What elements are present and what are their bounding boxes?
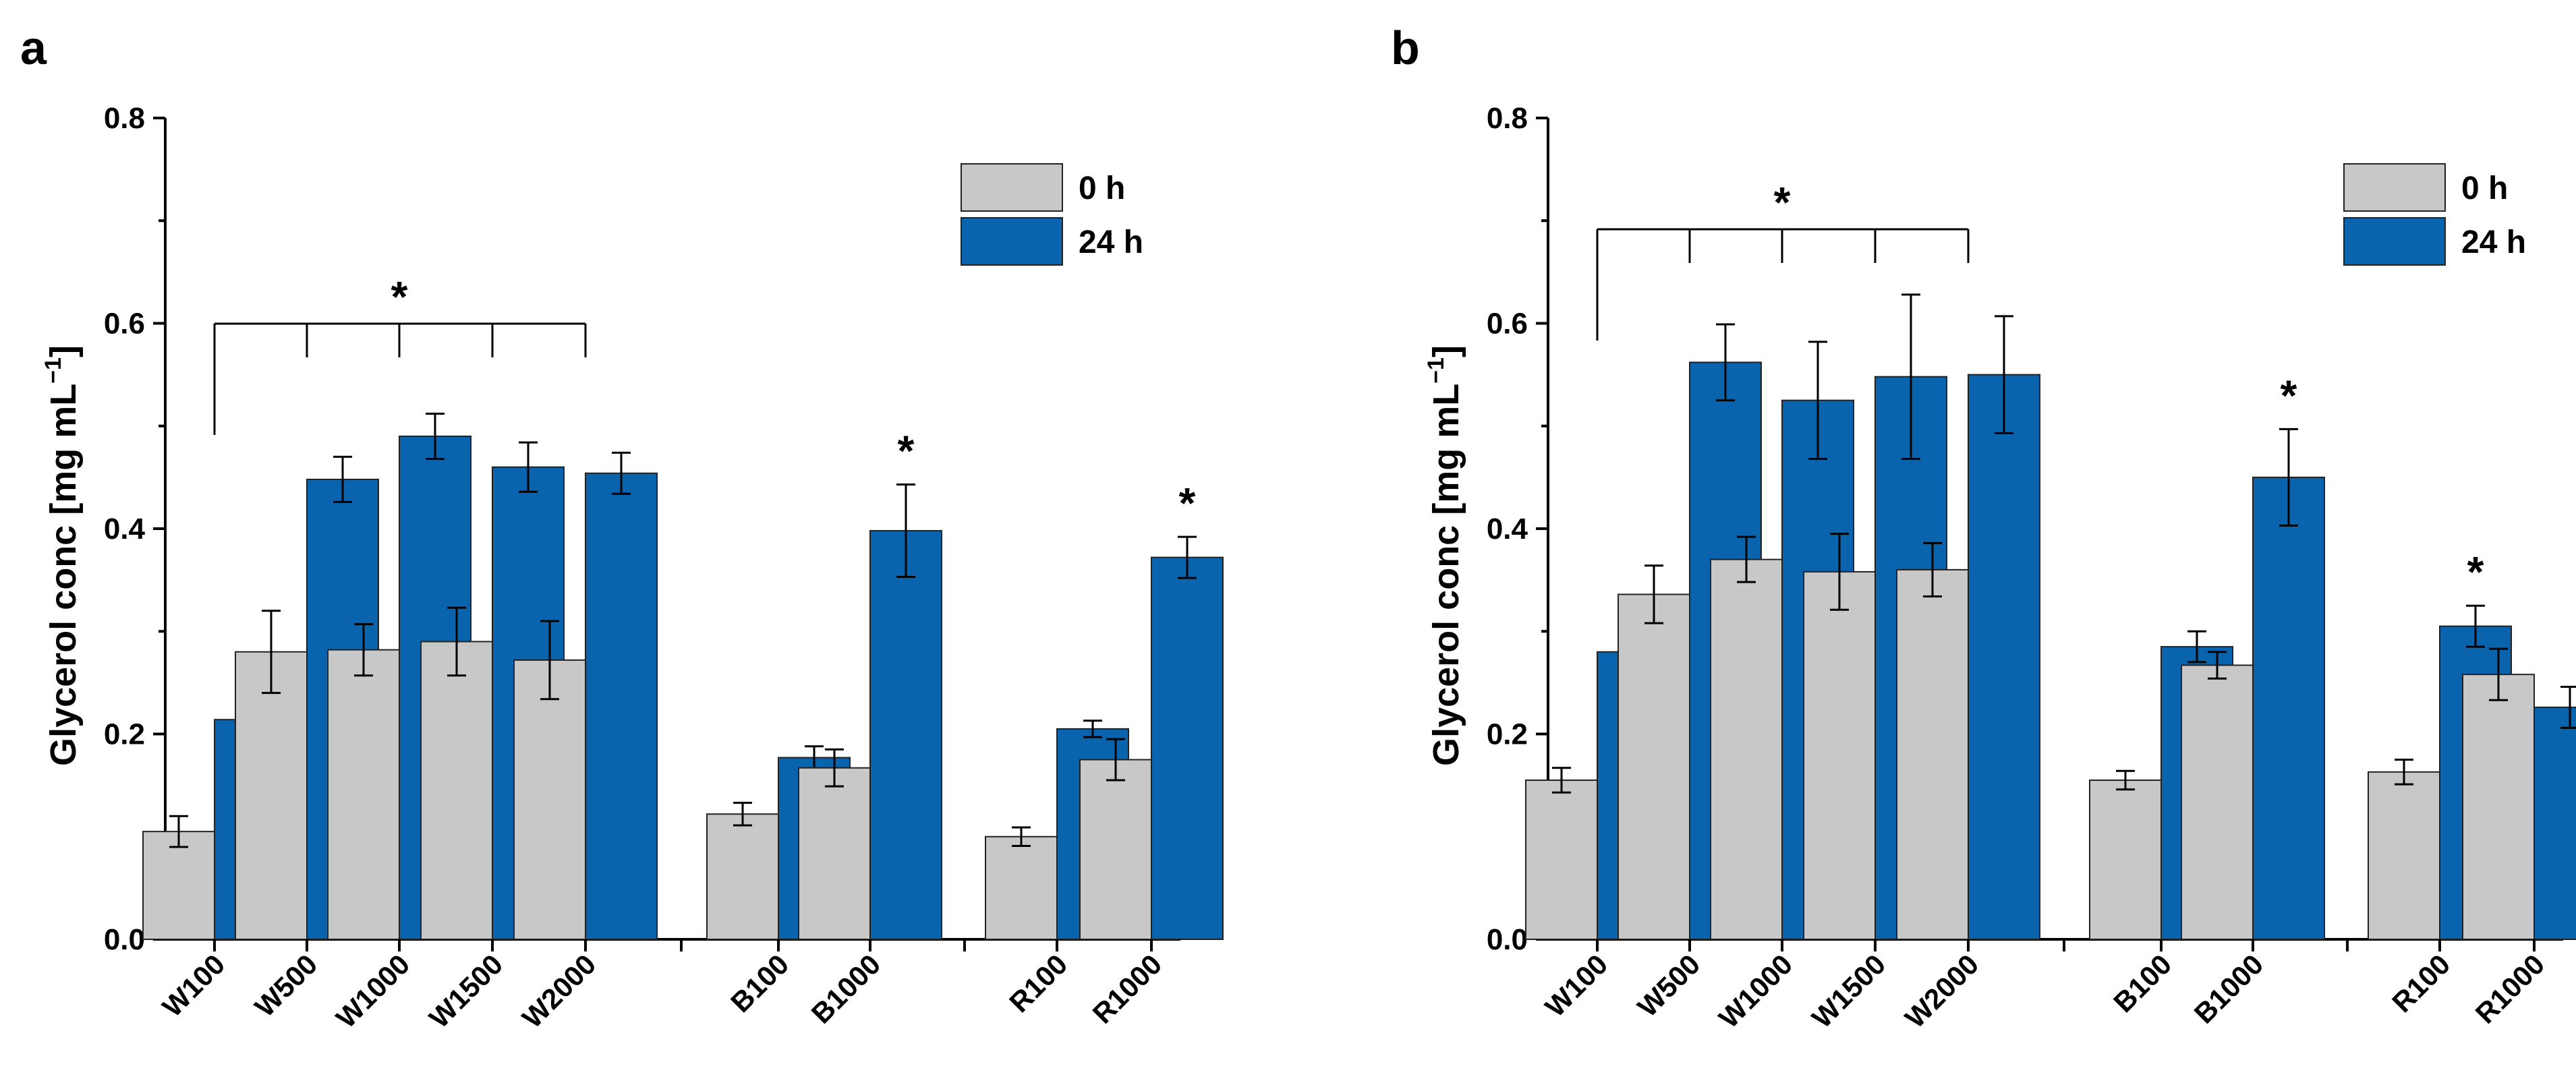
legend-swatch-24h (2343, 217, 2446, 266)
significance-star-B1000: * (898, 427, 915, 475)
y-tick-label: 0.4 (104, 512, 146, 546)
y-axis-label-main: Glycerol conc [mg mL (1426, 384, 1466, 766)
bar-0h-B100 (706, 813, 779, 940)
bar-0h-B1000 (2181, 664, 2254, 940)
y-axis-label-main: Glycerol conc [mg mL (43, 384, 84, 766)
bar-24h-W2000 (1968, 374, 2040, 940)
y-axis-label-close: ] (1426, 345, 1466, 357)
bar-0h-W500 (1618, 593, 1690, 940)
bar-0h-R1000 (2462, 674, 2535, 940)
x-tick-label-R100: R100 (1003, 948, 1073, 1018)
x-tick-label-W1000: W1000 (1713, 948, 1798, 1034)
x-tick-label-W1500: W1500 (1806, 948, 1891, 1034)
x-tick-label-B100: B100 (724, 948, 795, 1018)
legend-label-24h: 24 h (2461, 225, 2526, 260)
panel-a: a Glycerol conc [mg mL−1] 0.0 0.2 0.4 0.6 0.8 W… (20, 22, 1224, 1034)
legend-swatch-0h (961, 163, 1063, 212)
legend-label-0h: 0 h (1079, 171, 1125, 206)
bar-0h-W1500 (1803, 570, 1876, 940)
bar-24h-B1000 (2252, 476, 2325, 940)
bar-0h-R1000 (1079, 759, 1152, 940)
panel-letter: a (20, 22, 47, 74)
x-tick-label-B1000: B1000 (2188, 948, 2270, 1030)
bar-0h-R100 (985, 835, 1058, 940)
x-tick-label-W100: W100 (1539, 948, 1614, 1023)
x-tick-label-W100: W100 (156, 948, 231, 1023)
y-axis-label-unit-exponent: −1 (1423, 357, 1449, 384)
bar-0h-W100 (1525, 780, 1598, 940)
x-tick-label-W500: W500 (249, 948, 324, 1023)
bar-0h-W2000 (1896, 568, 1969, 940)
x-tick-label-R1000: R1000 (2469, 948, 2551, 1030)
y-axis-label-unit-exponent: −1 (40, 357, 66, 384)
x-tick-label-W500: W500 (1632, 948, 1707, 1023)
y-tick-label: 0.4 (1487, 512, 1528, 546)
x-tick-label-R100: R100 (2386, 948, 2456, 1018)
bar-24h-R1000 (1151, 556, 1224, 940)
y-axis-label: Glycerol conc [mg mL−1] (40, 345, 84, 766)
panel-letter: b (1391, 22, 1420, 74)
bar-0h-B1000 (798, 767, 871, 941)
y-tick-label: 0.0 (104, 923, 145, 956)
legend-swatch-24h (961, 217, 1063, 266)
bar-0h-W2000 (513, 659, 586, 940)
x-tick-label-B100: B100 (2107, 948, 2177, 1018)
y-tick-label: 0.6 (1487, 307, 1528, 341)
significance-star-R100: * (2467, 548, 2484, 596)
bar-0h-W1000 (327, 649, 400, 941)
significance-star-B1000: * (2281, 371, 2297, 419)
x-tick-label-W2000: W2000 (1899, 948, 1984, 1034)
y-axis-label: Glycerol conc [mg mL−1] (1423, 345, 1466, 766)
x-tick-label-W2000: W2000 (516, 948, 602, 1034)
significance-star-bracket: * (391, 272, 408, 321)
legend-label-24h: 24 h (1079, 225, 1143, 260)
x-tick-label-W1000: W1000 (330, 948, 416, 1034)
bar-0h-W1500 (420, 641, 493, 940)
legend-swatch-0h (2343, 163, 2446, 212)
bar-24h-B1000 (869, 530, 942, 940)
significance-star-R1000: * (1179, 479, 1196, 527)
bar-0h-W100 (142, 831, 215, 940)
y-axis-label-close: ] (43, 345, 84, 357)
bar-0h-W1000 (1710, 558, 1783, 940)
bar-24h-W2000 (585, 472, 658, 940)
x-tick-label-W1500: W1500 (423, 948, 509, 1034)
y-tick-label: 0.8 (1487, 102, 1528, 135)
bar-0h-B100 (2089, 780, 2162, 940)
legend-label-0h: 0 h (2461, 171, 2508, 206)
y-tick-label: 0.8 (104, 102, 145, 135)
y-tick-label: 0.2 (104, 718, 145, 751)
x-tick-label-R1000: R1000 (1087, 948, 1168, 1030)
bar-0h-W500 (235, 651, 308, 940)
y-tick-label: 0.2 (1487, 718, 1528, 751)
bar-0h-R100 (2368, 771, 2440, 941)
significance-star-bracket: * (1774, 178, 1791, 227)
x-tick-label-B1000: B1000 (805, 948, 887, 1030)
panel-b: b Glycerol conc [mg mL−1] 0.0 0.2 0.4 0.6 0.8 W… (1391, 22, 2576, 1034)
y-tick-label: 0.6 (104, 307, 145, 341)
y-tick-label: 0.0 (1487, 923, 1528, 956)
bar-24h-R1000 (2534, 706, 2576, 941)
